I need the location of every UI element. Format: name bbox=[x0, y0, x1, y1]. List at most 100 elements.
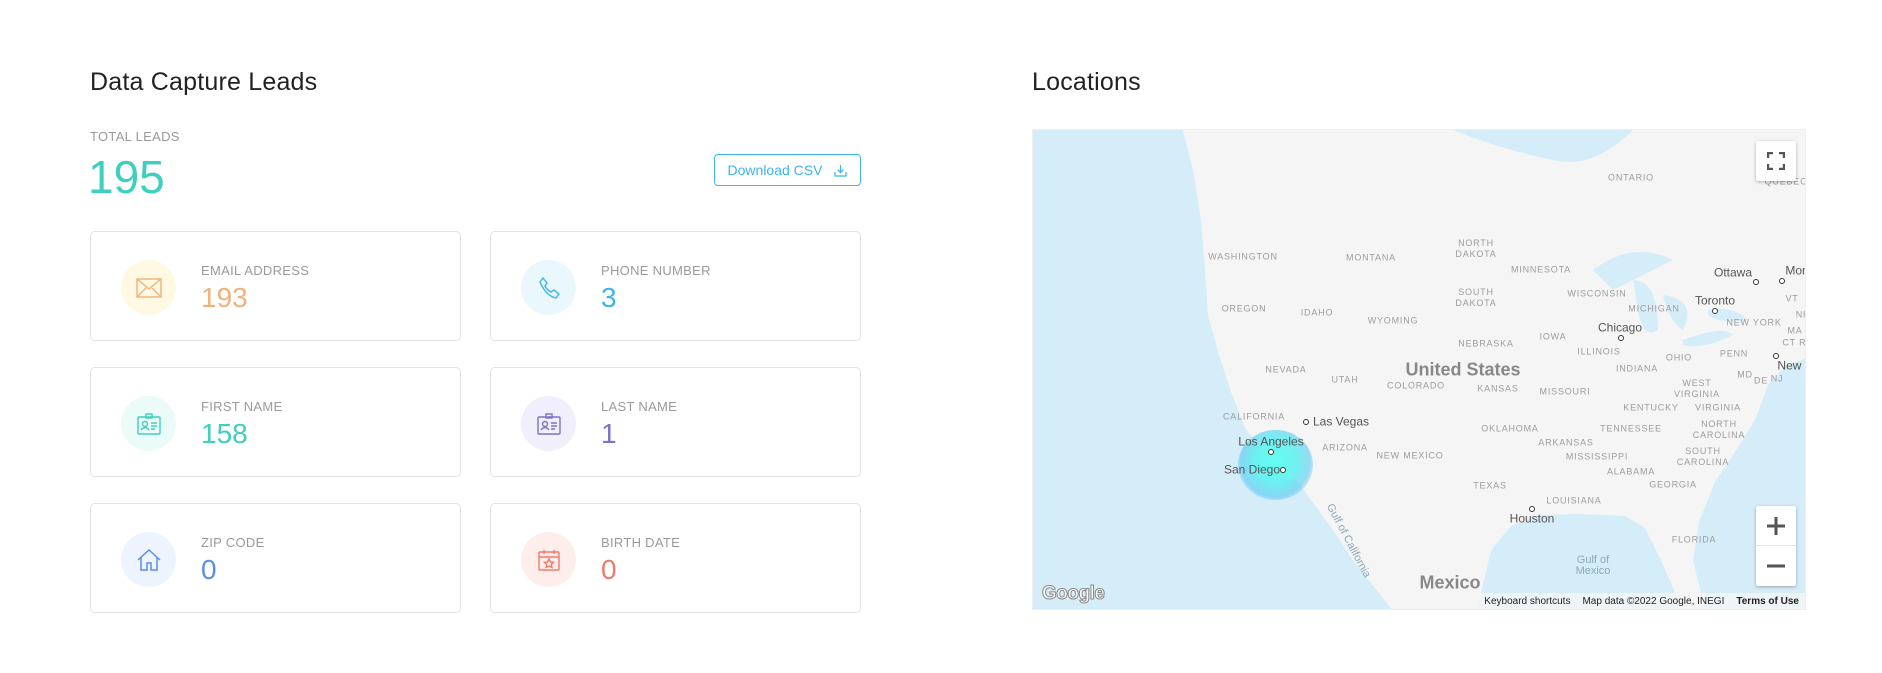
total-leads-value: 195 bbox=[88, 151, 165, 203]
map-label-region: KENTUCKY bbox=[1623, 402, 1679, 413]
city-marker-icon bbox=[1712, 308, 1718, 314]
map-label-region: ARIZONA bbox=[1322, 442, 1368, 453]
city-marker-icon bbox=[1773, 353, 1779, 359]
map-label-region: NORTH CAROLINA bbox=[1692, 419, 1746, 440]
stat-value: 158 bbox=[201, 418, 248, 449]
map-footer: Keyboard shortcuts Map data ©2022 Google… bbox=[1478, 593, 1805, 609]
map-label-region: ALABAMA bbox=[1606, 466, 1656, 477]
map-label-city: Los Angeles bbox=[1238, 434, 1304, 449]
city-marker-icon bbox=[1779, 278, 1785, 284]
map-label-region: ONTARIO bbox=[1608, 172, 1654, 183]
stat-value: 3 bbox=[601, 282, 617, 313]
map-label-region: WEST VIRGINIA bbox=[1674, 378, 1720, 399]
download-csv-button[interactable]: Download CSV bbox=[714, 154, 861, 186]
map-label-region: NEVADA bbox=[1265, 364, 1307, 375]
zoom-out-icon bbox=[1767, 564, 1785, 568]
map-label-region: MICHIGAN bbox=[1628, 303, 1680, 314]
map-label-region: NJ bbox=[1770, 373, 1784, 384]
stat-card-birth-date: BIRTH DATE 0 bbox=[490, 503, 861, 613]
map-label-city: Ottawa bbox=[1713, 265, 1753, 280]
map-label-city: San Diego bbox=[1223, 462, 1281, 477]
map-label-region: IDAHO bbox=[1300, 307, 1334, 318]
map-label-region: TENNESSEE bbox=[1600, 423, 1662, 434]
stat-label: ZIP CODE bbox=[201, 535, 265, 550]
zoom-in-button[interactable] bbox=[1756, 506, 1796, 546]
map-label-city: Mon bbox=[1785, 263, 1805, 278]
stat-card-zip-code: ZIP CODE 0 bbox=[90, 503, 461, 613]
download-csv-label: Download CSV bbox=[727, 162, 823, 178]
map-label-water: Gulf of Mexico bbox=[1575, 554, 1611, 577]
map-label-region: CALIFORNIA bbox=[1222, 411, 1286, 422]
zoom-out-button[interactable] bbox=[1756, 546, 1796, 586]
stat-value: 193 bbox=[201, 282, 248, 313]
map[interactable]: WASHINGTON MONTANA NORTH DAKOTA MINNESOTA ON… bbox=[1032, 129, 1806, 610]
map-label-region: WASHINGTON bbox=[1208, 251, 1278, 262]
map-label-region: WYOMING bbox=[1367, 315, 1419, 326]
fullscreen-icon bbox=[1767, 152, 1785, 170]
stat-label: PHONE NUMBER bbox=[601, 263, 711, 278]
map-label-region: VIRGINIA bbox=[1695, 402, 1741, 413]
stat-label: FIRST NAME bbox=[201, 399, 283, 414]
map-label-region: CT RI bbox=[1782, 337, 1806, 348]
city-marker-icon bbox=[1280, 467, 1286, 473]
google-logo: Google bbox=[1041, 583, 1105, 605]
stat-card-email-address: EMAIL ADDRESS 193 bbox=[90, 231, 461, 341]
leads-title: Data Capture Leads bbox=[90, 68, 318, 96]
map-label-region: MISSISSIPPI bbox=[1565, 451, 1629, 462]
map-label-region: COLORADO bbox=[1387, 380, 1445, 391]
map-label-region: NH bbox=[1795, 309, 1805, 320]
stat-value: 0 bbox=[601, 554, 617, 585]
map-label-city: Toronto bbox=[1694, 293, 1736, 308]
map-label-region: SOUTH DAKOTA bbox=[1455, 287, 1497, 308]
home-icon bbox=[121, 532, 176, 587]
map-label-region: DE bbox=[1753, 375, 1769, 386]
map-label-city: Houston bbox=[1509, 511, 1555, 526]
map-label-region: QUEBEC bbox=[1764, 176, 1806, 187]
terms-of-use-link[interactable]: Terms of Use bbox=[1736, 595, 1799, 607]
calendar-star-icon bbox=[521, 532, 576, 587]
map-label-country: United States bbox=[1405, 359, 1521, 380]
map-label-city: New Y bbox=[1777, 358, 1805, 373]
stat-card-first-name: FIRST NAME 158 bbox=[90, 367, 461, 477]
map-label-region: INDIANA bbox=[1615, 363, 1659, 374]
map-label-city: Las Vegas bbox=[1312, 414, 1370, 429]
map-label-region: GEORGIA bbox=[1649, 479, 1697, 490]
stat-label: EMAIL ADDRESS bbox=[201, 263, 310, 278]
map-label-region: NEW MEXICO bbox=[1376, 450, 1444, 461]
stat-card-last-name: LAST NAME 1 bbox=[490, 367, 861, 477]
stat-value: 0 bbox=[201, 554, 217, 585]
map-label-region: NEW YORK bbox=[1726, 317, 1782, 328]
envelope-icon bbox=[121, 260, 176, 315]
city-marker-icon bbox=[1753, 279, 1759, 285]
heatmap-blob bbox=[1238, 430, 1313, 500]
map-label-region: VT bbox=[1785, 293, 1799, 304]
keyboard-shortcuts-link[interactable]: Keyboard shortcuts bbox=[1484, 595, 1571, 607]
map-label-region: NEBRASKA bbox=[1458, 338, 1514, 349]
phone-icon bbox=[521, 260, 576, 315]
map-label-city: Chicago bbox=[1597, 320, 1643, 335]
map-label-region: OREGON bbox=[1221, 303, 1267, 314]
map-label-region: MISSOURI bbox=[1539, 386, 1591, 397]
zoom-control bbox=[1756, 506, 1796, 586]
map-label-region: FLORIDA bbox=[1671, 534, 1717, 545]
map-label-region: MA bbox=[1787, 325, 1803, 336]
map-land bbox=[1183, 130, 1805, 609]
city-marker-icon bbox=[1268, 449, 1274, 455]
map-label-region: UTAH bbox=[1331, 374, 1359, 385]
map-data-attribution: Map data ©2022 Google, INEGI bbox=[1582, 595, 1725, 607]
city-marker-icon bbox=[1529, 506, 1535, 512]
city-marker-icon bbox=[1618, 335, 1624, 341]
map-label-region: ILLINOIS bbox=[1577, 346, 1621, 357]
map-label-region: MINNESOTA bbox=[1510, 264, 1572, 275]
download-icon bbox=[834, 164, 848, 177]
map-label-region: ARKANSAS bbox=[1538, 437, 1594, 448]
map-label-region: OHIO bbox=[1665, 352, 1693, 363]
id-card-icon bbox=[121, 396, 176, 451]
total-leads-label: TOTAL LEADS bbox=[90, 129, 180, 144]
stat-value: 1 bbox=[601, 418, 617, 449]
map-label-country: Mexico bbox=[1419, 572, 1481, 593]
map-label-region: MONTANA bbox=[1346, 252, 1396, 263]
map-label-region: LOUISIANA bbox=[1546, 495, 1602, 506]
fullscreen-button[interactable] bbox=[1756, 141, 1796, 181]
map-label-region: MD bbox=[1737, 369, 1753, 380]
